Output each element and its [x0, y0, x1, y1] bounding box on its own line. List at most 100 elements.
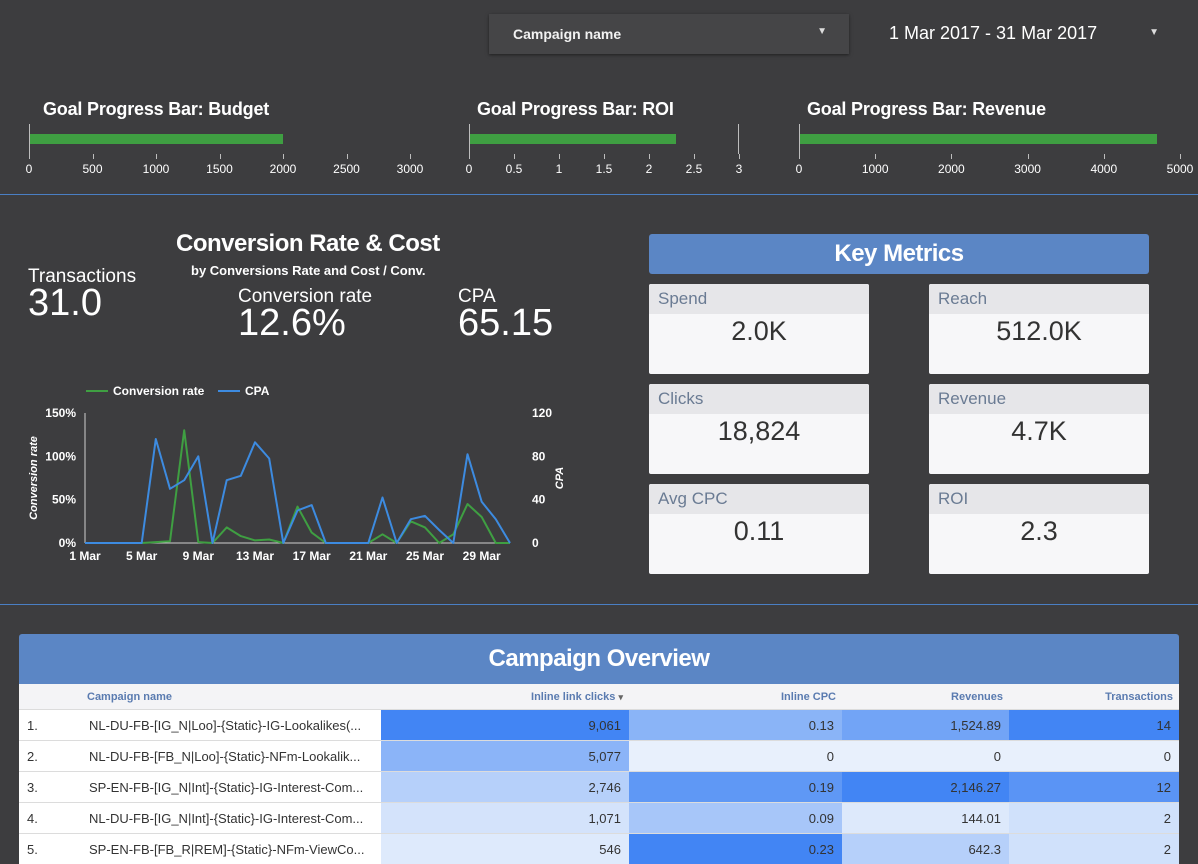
- goal-axis-tick: [799, 154, 800, 159]
- goal-progress-fill: [799, 134, 1157, 144]
- goal-title-budget: Goal Progress Bar: Budget: [43, 99, 269, 120]
- series-line-cpa: [85, 439, 510, 543]
- goal-axis-tick-label: 1500: [206, 162, 233, 176]
- goal-axis-tick-label: 2: [646, 162, 653, 176]
- metric-card-label: Reach: [929, 284, 1149, 314]
- goal-axis-tick: [410, 154, 411, 159]
- cpa-value: 65.15: [458, 302, 553, 345]
- cpc-cell: 0.13: [629, 710, 842, 741]
- metric-card-avg-cpc: Avg CPC 0.11: [649, 484, 869, 574]
- y-right-axis-label: CPA: [554, 467, 566, 489]
- row-index: 2.: [19, 741, 81, 772]
- section-divider: [0, 194, 1198, 195]
- clicks-cell: 1,071: [381, 803, 629, 834]
- date-range-label: 1 Mar 2017 - 31 Mar 2017: [889, 23, 1097, 44]
- table-header-row: Campaign name Inline link clicks ▾ Inlin…: [19, 684, 1179, 710]
- chevron-down-icon[interactable]: ▼: [817, 26, 827, 37]
- campaign-name-cell: NL-DU-FB-[IG_N|Loo]-{Static}-IG-Lookalik…: [81, 710, 381, 741]
- goal-axis-tick-label: 2000: [270, 162, 297, 176]
- goal-axis-tick: [951, 154, 952, 159]
- table-row[interactable]: 2.NL-DU-FB-[FB_N|Loo]-{Static}-NFm-Looka…: [19, 741, 1179, 772]
- goal-axis-tick-label: 500: [82, 162, 102, 176]
- goal-axis-tick: [739, 154, 740, 159]
- goal-title-revenue: Goal Progress Bar: Revenue: [807, 99, 1046, 120]
- row-index: 4.: [19, 803, 81, 834]
- goal-axis-tick: [347, 154, 348, 159]
- goal-axis-tick-label: 1000: [862, 162, 889, 176]
- campaign-overview-table: Campaign name Inline link clicks ▾ Inlin…: [19, 684, 1179, 864]
- y-right-tick-label: 120: [532, 406, 552, 420]
- campaign-name-cell: SP-EN-FB-[IG_N|Int]-{Static}-IG-Interest…: [81, 772, 381, 803]
- goal-axis-tick: [29, 154, 30, 159]
- legend-label: Conversion rate: [113, 384, 205, 398]
- metric-card-label: Spend: [649, 284, 869, 314]
- table-row[interactable]: 1.NL-DU-FB-[IG_N|Loo]-{Static}-IG-Lookal…: [19, 710, 1179, 741]
- campaign-name-filter[interactable]: Campaign name ▼: [489, 14, 849, 54]
- goal-axis-tick: [1104, 154, 1105, 159]
- goal-axis-tick-label: 2500: [333, 162, 360, 176]
- metric-card-value: 0.11: [649, 516, 869, 547]
- revenue-cell: 144.01: [842, 803, 1009, 834]
- table-row[interactable]: 3.SP-EN-FB-[IG_N|Int]-{Static}-IG-Intere…: [19, 772, 1179, 803]
- legend-label: CPA: [245, 384, 270, 398]
- transactions-cell: 12: [1009, 772, 1179, 803]
- conversion-title: Conversion Rate & Cost: [176, 230, 440, 258]
- y-left-tick-label: 50%: [52, 493, 76, 507]
- table-row[interactable]: 4.NL-DU-FB-[IG_N|Int]-{Static}-IG-Intere…: [19, 803, 1179, 834]
- column-header-inline-cpc[interactable]: Inline CPC: [629, 684, 842, 710]
- section-divider: [0, 604, 1198, 605]
- row-index: 3.: [19, 772, 81, 803]
- x-tick-label: 21 Mar: [349, 549, 387, 563]
- column-header-transactions[interactable]: Transactions: [1009, 684, 1179, 710]
- x-tick-label: 1 Mar: [69, 549, 101, 563]
- table-row[interactable]: 5.SP-EN-FB-[FB_R|REM]-{Static}-NFm-ViewC…: [19, 834, 1179, 864]
- goal-axis-start: [29, 124, 30, 154]
- cpc-cell: 0: [629, 741, 842, 772]
- y-left-tick-label: 150%: [45, 406, 76, 420]
- goal-axis-tick-label: 3000: [1014, 162, 1041, 176]
- goal-axis-tick: [283, 154, 284, 159]
- chevron-down-icon[interactable]: ▼: [1149, 27, 1159, 38]
- column-header-revenues[interactable]: Revenues: [842, 684, 1009, 710]
- row-index: 1.: [19, 710, 81, 741]
- metric-card-label: ROI: [929, 484, 1149, 514]
- y-right-tick-label: 0: [532, 536, 539, 550]
- campaign-overview-header: Campaign Overview: [19, 634, 1179, 684]
- goal-axis-tick-label: 1.5: [596, 162, 613, 176]
- y-right-tick-label: 40: [532, 493, 546, 507]
- transactions-cell: 0: [1009, 741, 1179, 772]
- revenue-cell: 642.3: [842, 834, 1009, 864]
- date-range-picker[interactable]: 1 Mar 2017 - 31 Mar 2017 ▼: [870, 18, 1170, 48]
- column-header-campaign-name[interactable]: Campaign name: [81, 684, 381, 710]
- x-tick-label: 13 Mar: [236, 549, 274, 563]
- sort-desc-icon[interactable]: ▾: [618, 692, 623, 702]
- x-tick-label: 25 Mar: [406, 549, 444, 563]
- y-left-axis-label: Conversion rate: [28, 436, 40, 520]
- y-left-tick-label: 100%: [45, 449, 76, 463]
- metric-card-clicks: Clicks 18,824: [649, 384, 869, 474]
- x-tick-label: 29 Mar: [463, 549, 501, 563]
- transactions-cell: 14: [1009, 710, 1179, 741]
- goal-axis-tick: [1180, 154, 1181, 159]
- goal-axis-tick-label: 3: [736, 162, 743, 176]
- goal-axis-tick: [220, 154, 221, 159]
- column-header-index: [19, 684, 81, 710]
- goal-axis-tick-label: 1000: [143, 162, 170, 176]
- transactions-cell: 2: [1009, 834, 1179, 864]
- goal-axis-tick: [156, 154, 157, 159]
- conversion-rate-value: 12.6%: [238, 302, 346, 345]
- y-left-tick-label: 0%: [59, 536, 77, 550]
- column-header-inline-link-clicks[interactable]: Inline link clicks ▾: [381, 684, 629, 710]
- cpc-cell: 0.23: [629, 834, 842, 864]
- goal-axis-tick: [1028, 154, 1029, 159]
- y-right-tick-label: 80: [532, 449, 546, 463]
- revenue-cell: 2,146.27: [842, 772, 1009, 803]
- metric-card-label: Revenue: [929, 384, 1149, 414]
- goal-axis-tick-label: 0.5: [506, 162, 523, 176]
- metric-card-label: Avg CPC: [649, 484, 869, 514]
- goal-axis-start: [469, 124, 470, 154]
- goal-axis-tick: [694, 154, 695, 159]
- goal-axis-tick: [604, 154, 605, 159]
- goal-axis-tick-label: 5000: [1167, 162, 1194, 176]
